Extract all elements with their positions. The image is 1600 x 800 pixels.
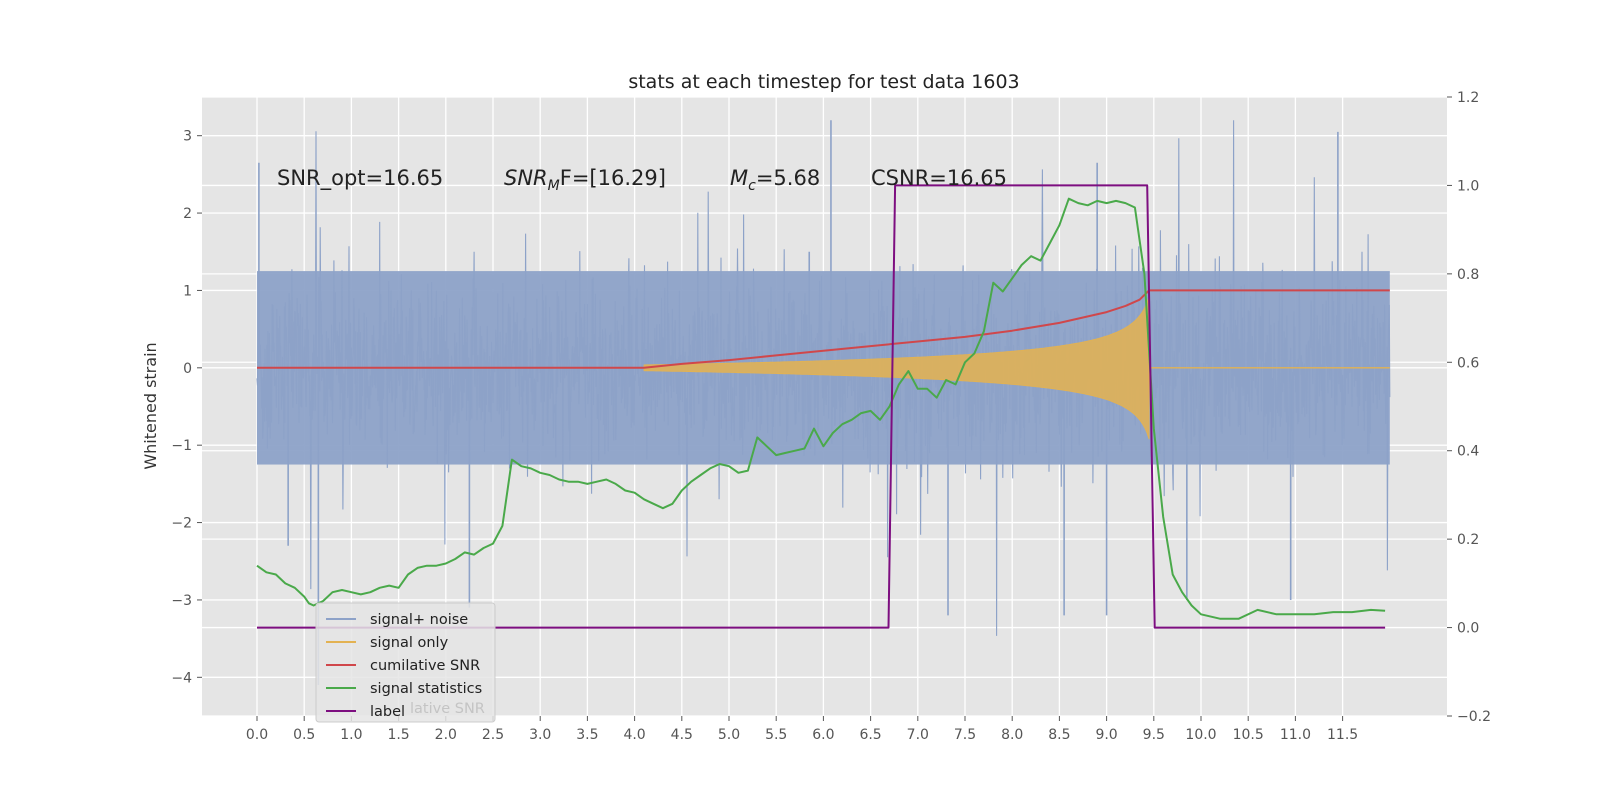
x-tick-label: 8.5 xyxy=(1048,727,1070,743)
y-axis-label: Whitened strain xyxy=(141,342,160,469)
signal-series xyxy=(643,296,1390,440)
annotation-mc: Mc=5.68 xyxy=(730,166,820,194)
x-tick-label: 4.0 xyxy=(623,727,645,743)
line-series xyxy=(256,184,1390,629)
legend-ghost-text: lative SNR xyxy=(410,701,485,717)
y-tick-label: 3 xyxy=(183,129,192,145)
x-tick-label: 3.5 xyxy=(576,727,598,743)
x-tick-label: 6.5 xyxy=(859,727,881,743)
x-tick-label: 11.0 xyxy=(1280,727,1311,743)
y2-tick-label: −0.2 xyxy=(1457,709,1491,725)
annotation-mc-base: M xyxy=(730,166,748,190)
x-tick-label: 9.5 xyxy=(1143,727,1165,743)
series-line-signal-statistics xyxy=(256,197,1386,620)
y-tick-label: −3 xyxy=(171,593,192,609)
x-tick-label: 11.5 xyxy=(1327,727,1358,743)
x-tick-label: 10.5 xyxy=(1233,727,1264,743)
y2-tick-label: 0.2 xyxy=(1457,532,1479,548)
x-tick-label: 0.0 xyxy=(246,727,268,743)
y-tick-label: 1 xyxy=(183,283,192,299)
x-tick-label: 0.5 xyxy=(293,727,315,743)
legend-label-signal-only: signal only xyxy=(370,635,449,651)
series-line-label xyxy=(257,184,1386,629)
y-tick-label: −1 xyxy=(171,438,192,454)
y-tick-label: 0 xyxy=(183,361,192,377)
x-tick-label: 7.5 xyxy=(954,727,976,743)
chart-title: stats at each timestep for test data 160… xyxy=(628,71,1019,93)
annotation-mc-rest: =5.68 xyxy=(756,166,820,190)
y2-tick-label: 0.8 xyxy=(1457,267,1479,283)
legend-label-signal-statistics: signal statistics xyxy=(370,681,482,697)
y2-tick-label: 0.4 xyxy=(1457,444,1479,460)
legend-label-cumilative-snr: cumilative SNR xyxy=(370,658,480,674)
axis-ticks: 0.0 0.5 1.0 1.5 2.0 2.5 3.0 3.5 4.0 4.5 5.0 5.5 6.0 6… xyxy=(171,90,1491,743)
y2-tick-label: 0.0 xyxy=(1457,621,1479,637)
annotation-snr-opt: SNR_opt=16.65 xyxy=(277,166,443,191)
x-tick-label: 9.0 xyxy=(1095,727,1117,743)
legend-label-label: label xyxy=(370,704,405,720)
y2-tick-label: 0.6 xyxy=(1457,355,1479,371)
x-tick-label: 2.5 xyxy=(482,727,504,743)
x-tick-label: 5.0 xyxy=(718,727,740,743)
y-tick-label: −4 xyxy=(171,670,192,686)
y-tick-label: 2 xyxy=(183,206,192,222)
annotation-snr-mf-base: SNR xyxy=(504,166,548,190)
legend-label-signal-noise: signal+ noise xyxy=(370,612,468,628)
x-tick-label: 2.0 xyxy=(435,727,457,743)
annotation-snr-mf-rest: F=[16.29] xyxy=(560,166,666,190)
x-tick-label: 8.0 xyxy=(1001,727,1023,743)
y-tick-label: −2 xyxy=(171,516,192,532)
y2-tick-label: 1.2 xyxy=(1457,90,1479,106)
x-tick-label: 7.0 xyxy=(907,727,929,743)
x-tick-label: 1.0 xyxy=(340,727,362,743)
y2-tick-label: 1.0 xyxy=(1457,178,1479,194)
annotation-csnr: CSNR=16.65 xyxy=(871,166,1007,190)
x-tick-label: 1.5 xyxy=(387,727,409,743)
signal-envelope xyxy=(643,296,1150,440)
annotation-mc-sub: c xyxy=(748,178,756,194)
x-tick-label: 6.0 xyxy=(812,727,834,743)
x-tick-label: 5.5 xyxy=(765,727,787,743)
legend-box xyxy=(315,602,496,723)
annotation-snr-mf: SNRMF=[16.29] xyxy=(504,166,666,194)
annotation-snr-mf-sub: M xyxy=(548,178,560,194)
x-tick-label: 4.5 xyxy=(671,727,693,743)
x-tick-label: 10.0 xyxy=(1185,727,1216,743)
x-tick-label: 3.0 xyxy=(529,727,551,743)
legend: lative SNR signal+ noise signal only cumil… xyxy=(315,602,496,723)
